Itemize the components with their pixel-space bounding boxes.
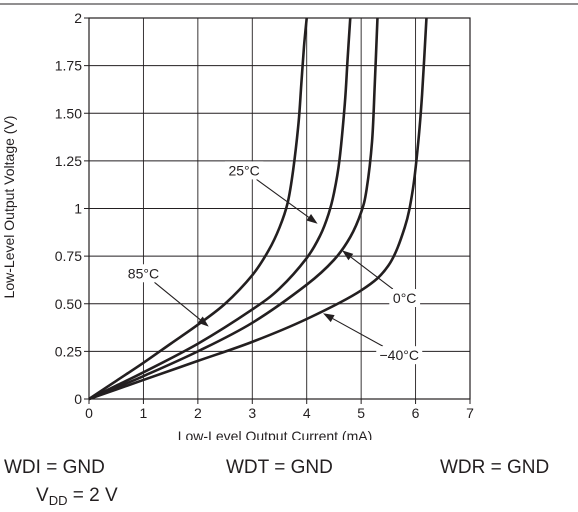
y-tick-label: 0 bbox=[74, 391, 82, 407]
annotation-label-bg bbox=[389, 289, 421, 308]
y-tick-label: 0.50 bbox=[55, 296, 82, 312]
annotation-arrowhead bbox=[197, 316, 209, 327]
x-axis-label: Low-Level Output Current (mA) bbox=[178, 428, 373, 440]
condition-wdt: WDT = GND bbox=[226, 457, 333, 478]
annotation-arrowhead bbox=[306, 214, 318, 224]
condition-vdd: VDD = 2 V bbox=[36, 485, 118, 508]
axis-ticks: 0 1 2 3 4 5 6 7 0 0.25 0.50 0.75 1 1.25 1.50 1.75 2 bbox=[55, 10, 474, 421]
vdd-symbol: V bbox=[36, 485, 49, 506]
annotation-leader bbox=[154, 281, 201, 321]
y-tick-label: 0.75 bbox=[55, 248, 82, 264]
x-tick-label: 2 bbox=[194, 405, 202, 421]
y-tick-label: 0.25 bbox=[55, 343, 82, 359]
vdd-value: = 2 V bbox=[67, 485, 118, 506]
y-tick-label: 1.50 bbox=[55, 105, 82, 121]
y-tick-label: 1.75 bbox=[55, 58, 82, 74]
x-tick-label: 0 bbox=[85, 405, 93, 421]
series-line bbox=[88, 17, 309, 401]
annotation-leader bbox=[350, 256, 394, 290]
x-tick-label: 4 bbox=[303, 405, 311, 421]
annotation-arrowhead bbox=[323, 313, 335, 323]
x-tick-label: 7 bbox=[466, 405, 474, 421]
x-tick-label: 1 bbox=[140, 405, 148, 421]
condition-wdr: WDR = GND bbox=[440, 457, 550, 478]
annotation-label-bg bbox=[224, 161, 264, 180]
x-tick-label: 6 bbox=[412, 405, 420, 421]
annotation-leader bbox=[256, 178, 310, 218]
vdd-subscript: DD bbox=[48, 493, 68, 508]
x-tick-label: 5 bbox=[357, 405, 365, 421]
series-line bbox=[88, 17, 428, 401]
annotations: 85°C 25°C 0°C −40°C bbox=[124, 161, 423, 365]
y-tick-label: 1.25 bbox=[55, 153, 82, 169]
condition-wdi: WDI = GND bbox=[4, 457, 105, 478]
annotation-label: −40°C bbox=[380, 347, 419, 363]
series-layer bbox=[88, 17, 428, 401]
annotation-label-bg bbox=[124, 264, 163, 283]
series-line bbox=[88, 17, 352, 401]
series-line bbox=[88, 17, 379, 401]
annotation-label-bg bbox=[376, 346, 423, 365]
x-tick-label: 3 bbox=[248, 405, 256, 421]
y-tick-label: 1 bbox=[74, 201, 82, 217]
y-axis-label: Low-Level Output Voltage (V) bbox=[1, 116, 17, 299]
annotation-arrowhead bbox=[342, 250, 354, 261]
annotation-label: 25°C bbox=[228, 162, 259, 178]
annotation-label: 85°C bbox=[128, 265, 159, 281]
annotation-label: 0°C bbox=[393, 290, 417, 306]
chart: 0 1 2 3 4 5 6 7 0 0.25 0.50 0.75 1 1.25 1.50 1.75 2 85°C… bbox=[0, 3, 578, 440]
annotation-leader bbox=[332, 318, 384, 347]
y-tick-label: 2 bbox=[74, 10, 82, 26]
grid bbox=[88, 17, 471, 400]
